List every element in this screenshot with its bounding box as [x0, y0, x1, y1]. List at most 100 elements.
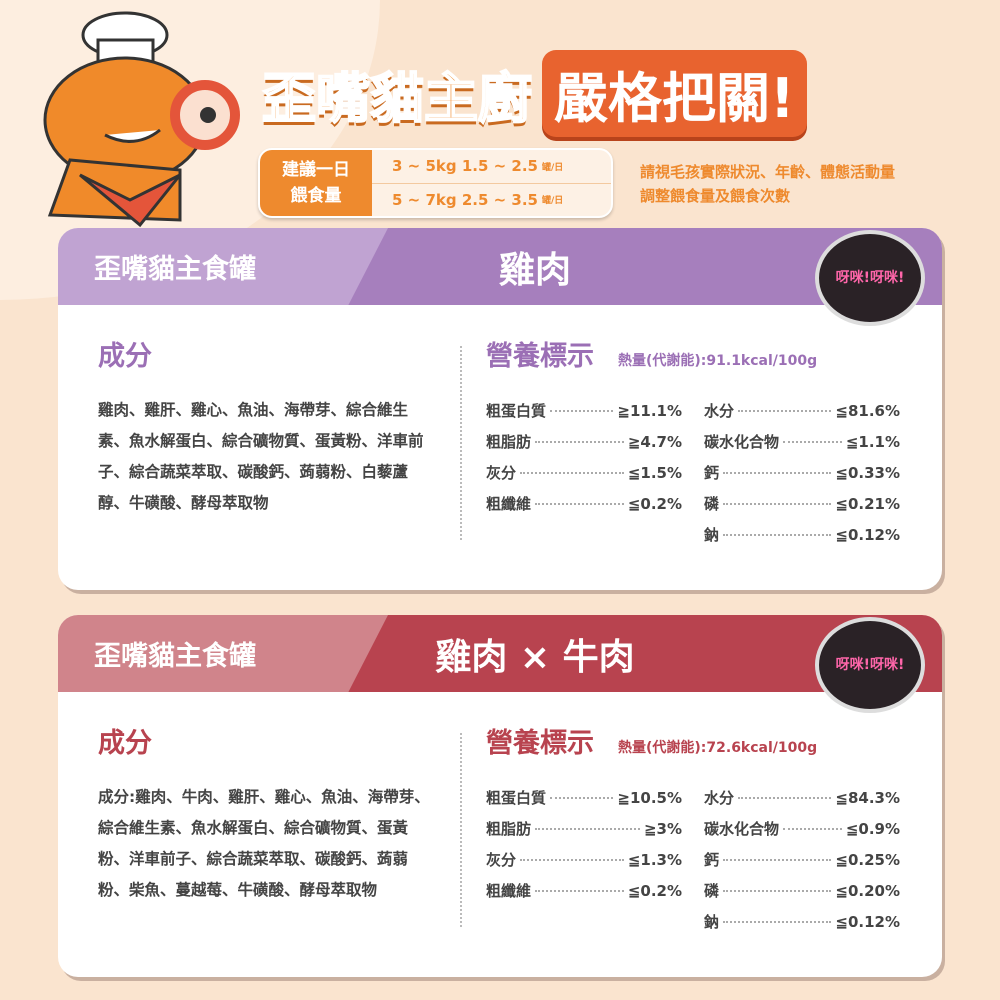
nutrition-item: 鈉 ≦0.12%: [704, 519, 900, 550]
nutrient-label: 灰分: [486, 851, 517, 869]
dot-leader: [535, 502, 624, 505]
dot-leader: [723, 920, 832, 923]
nutrition-item: 碳水化合物 ≦1.1%: [704, 426, 900, 457]
ingredients-section: 成分 成分:雞肉、牛肉、雞肝、雞心、魚油、海帶芽、綜合維生素、魚水解蛋白、綜合礦…: [98, 721, 438, 906]
nutrient-value: ≧10.5%: [617, 788, 682, 807]
dot-leader: [535, 440, 624, 443]
nutrient-label: 灰分: [486, 464, 517, 482]
feeding-amount: 5 ~ 7kg 2.5 ~ 3.5: [392, 190, 538, 209]
nutrient-value: ≦0.21%: [835, 494, 900, 513]
dot-leader: [738, 796, 832, 799]
title-part2: 嚴格把關!: [542, 50, 807, 137]
nutrition-item: 灰分 ≦1.5%: [486, 457, 682, 488]
nutrient-label: 碳水化合物: [704, 820, 780, 838]
nutrition-section: 營養標示 熱量(代謝能):91.1kcal/100g 粗蛋白質 ≧11.1% 粗脂肪 ≧…: [486, 334, 906, 550]
nutrient-label: 鈉: [704, 526, 720, 544]
calorie-info: 熱量(代謝能):91.1kcal/100g: [618, 353, 818, 369]
nutrient-value: ≦0.2%: [627, 494, 682, 513]
nutrient-value: ≦81.6%: [835, 401, 900, 420]
nutrition-item: 碳水化合物 ≦0.9%: [704, 813, 900, 844]
nutrient-value: ≧4.7%: [627, 432, 682, 451]
nutrient-value: ≦0.12%: [835, 912, 900, 931]
can-label: 呀咪!呀咪!: [835, 269, 905, 286]
nutrition-item: 粗纖維 ≦0.2%: [486, 875, 682, 906]
nutrition-item: 磷 ≦0.20%: [704, 875, 900, 906]
feeding-label-line2: 餵食量: [290, 186, 342, 206]
nutrition-item: 粗脂肪 ≧4.7%: [486, 426, 682, 457]
nutrient-value: ≦0.25%: [835, 850, 900, 869]
feeding-row: 5 ~ 7kg 2.5 ~ 3.5 罐/日: [372, 184, 611, 217]
nutrient-label: 磷: [704, 495, 720, 513]
feeding-amount: 3 ~ 5kg 1.5 ~ 2.5: [392, 157, 538, 176]
feeding-unit: 罐/日: [541, 162, 564, 173]
nutrition-item: 水分 ≦81.6%: [704, 395, 900, 426]
feeding-label-line1: 建議一日: [282, 160, 350, 180]
nutrition-item: 粗纖維 ≦0.2%: [486, 488, 682, 519]
ingredients-section: 成分 雞肉、雞肝、雞心、魚油、海帶芽、綜合維生素、魚水解蛋白、綜合礦物質、蛋黃粉…: [98, 334, 438, 519]
product-line-label: 歪嘴貓主食罐: [58, 615, 388, 692]
nutrient-label: 粗脂肪: [486, 820, 532, 838]
dot-leader: [783, 440, 842, 443]
nutrition-item: 水分 ≦84.3%: [704, 782, 900, 813]
divider: [460, 733, 462, 927]
feeding-label: 建議一日 餵食量: [260, 150, 372, 216]
ingredients-text: 雞肉、雞肝、雞心、魚油、海帶芽、綜合維生素、魚水解蛋白、綜合礦物質、蛋黃粉、洋車…: [98, 401, 424, 512]
can-label: 呀咪!呀咪!: [835, 656, 905, 673]
dot-leader: [738, 409, 832, 412]
feeding-row: 3 ~ 5kg 1.5 ~ 2.5 罐/日: [372, 150, 611, 184]
ingredients-heading: 成分: [98, 341, 152, 372]
feeding-unit: 罐/日: [541, 196, 564, 207]
dot-leader: [723, 471, 832, 474]
note-line1: 請視毛孩實際狀況、年齡、體態活動量: [640, 163, 896, 181]
nutrition-item: 鈉 ≦0.12%: [704, 906, 900, 937]
dot-leader: [520, 471, 624, 474]
card-header: 歪嘴貓主食罐 雞肉: [58, 228, 942, 305]
nutrient-label: 鈣: [704, 464, 720, 482]
dot-leader: [520, 858, 624, 861]
note-line2: 調整餵食量及餵食次數: [640, 187, 791, 205]
nutrient-value: ≦0.20%: [835, 881, 900, 900]
nutrient-value: ≦84.3%: [835, 788, 900, 807]
product-card: 歪嘴貓主食罐 雞肉 × 牛肉 成分 成分:雞肉、牛肉、雞肝、雞心、魚油、海帶芽、…: [58, 615, 942, 977]
nutrition-item: 粗蛋白質 ≧11.1%: [486, 395, 682, 426]
nutrition-item: 鈣 ≦0.25%: [704, 844, 900, 875]
nutrient-label: 粗蛋白質: [486, 402, 547, 420]
nutrient-label: 粗蛋白質: [486, 789, 547, 807]
nutrient-value: ≦0.2%: [627, 881, 682, 900]
product-can-image: 呀咪!呀咪!: [815, 230, 925, 326]
nutrient-label: 鈉: [704, 913, 720, 931]
nutrient-value: ≦0.12%: [835, 525, 900, 544]
dot-leader: [550, 409, 614, 412]
nutrition-heading: 營養標示: [486, 341, 594, 372]
ingredients-heading: 成分: [98, 728, 152, 759]
nutrition-item: 灰分 ≦1.3%: [486, 844, 682, 875]
dot-leader: [535, 889, 624, 892]
nutrient-label: 水分: [704, 402, 735, 420]
nutrient-value: ≦1.3%: [627, 850, 682, 869]
nutrient-value: ≧3%: [643, 819, 682, 838]
title-part1: 歪嘴貓主廚: [261, 66, 533, 131]
nutrient-value: ≧11.1%: [617, 401, 682, 420]
dot-leader: [535, 827, 640, 830]
feeding-note: 請視毛孩實際狀況、年齡、體態活動量 調整餵食量及餵食次數: [640, 160, 960, 208]
dot-leader: [723, 889, 832, 892]
nutrient-value: ≦1.1%: [845, 432, 900, 451]
dot-leader: [783, 827, 842, 830]
nutrient-label: 水分: [704, 789, 735, 807]
nutrient-label: 鈣: [704, 851, 720, 869]
nutrient-label: 粗脂肪: [486, 433, 532, 451]
nutrition-item: 磷 ≦0.21%: [704, 488, 900, 519]
page-title: 歪嘴貓主廚 嚴格把關!: [261, 50, 807, 137]
nutrient-label: 粗纖維: [486, 882, 532, 900]
nutrition-item: 粗蛋白質 ≧10.5%: [486, 782, 682, 813]
nutrient-label: 磷: [704, 882, 720, 900]
nutrient-label: 粗纖維: [486, 495, 532, 513]
ingredients-text: 成分:雞肉、牛肉、雞肝、雞心、魚油、海帶芽、綜合維生素、魚水解蛋白、綜合礦物質、…: [98, 788, 430, 899]
product-can-image: 呀咪!呀咪!: [815, 617, 925, 713]
feeding-guide: 建議一日 餵食量 3 ~ 5kg 1.5 ~ 2.5 罐/日 5 ~ 7kg 2.5…: [258, 148, 613, 218]
product-card: 歪嘴貓主食罐 雞肉 成分 雞肉、雞肝、雞心、魚油、海帶芽、綜合維生素、魚水解蛋白…: [58, 228, 942, 590]
product-line-label: 歪嘴貓主食罐: [58, 228, 388, 305]
nutrition-item: 粗脂肪 ≧3%: [486, 813, 682, 844]
nutrient-label: 碳水化合物: [704, 433, 780, 451]
dot-leader: [550, 796, 614, 799]
